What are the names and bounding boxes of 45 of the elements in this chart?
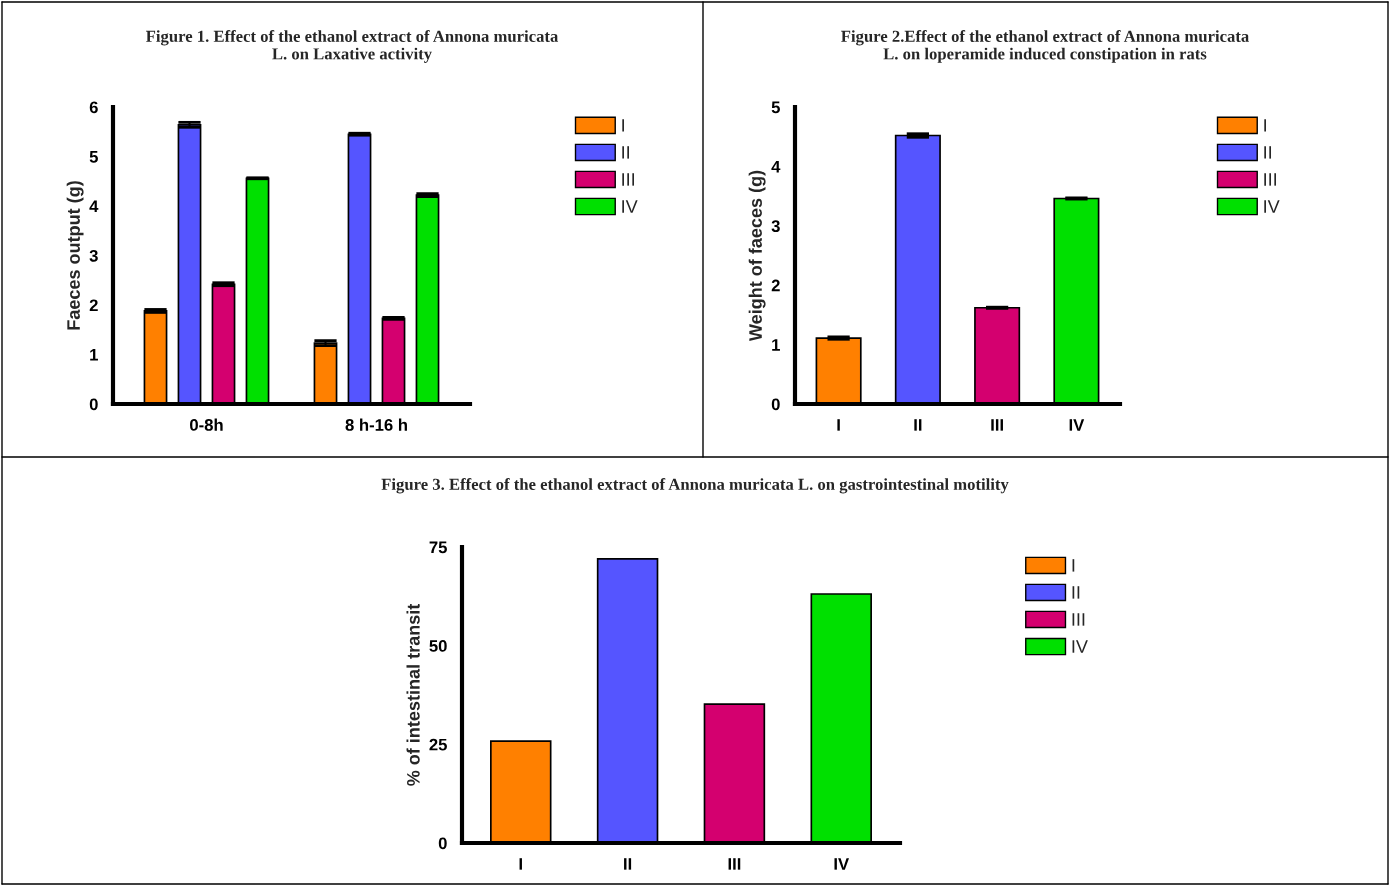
legend-label: I	[1072, 559, 1075, 572]
y-tick-label: 6	[89, 101, 98, 114]
chart-title: Figure 2.Effect of the ethanol extract of Annona muricata L. on loperamide induced constipation in rats	[841, 30, 1249, 63]
y-tick-label: 5	[771, 101, 780, 114]
y-tick-label: 4	[89, 200, 99, 213]
y-tick-label: 3	[89, 249, 98, 262]
x-tick-label: I	[519, 858, 522, 870]
legend-label: IV	[622, 200, 638, 213]
y-tick-label: 1	[772, 339, 780, 351]
y-tick-label: 3	[771, 220, 780, 233]
x-tick-label: 0-8h	[190, 418, 223, 431]
x-tick-label: 8 h-16 h	[345, 418, 407, 431]
y-tick-label: 2	[89, 299, 98, 312]
y-tick-label: 25	[429, 738, 447, 751]
y-tick-label: 0	[89, 398, 98, 411]
y-tick-label: 1	[90, 349, 98, 361]
x-tick-label: III	[991, 419, 1003, 431]
legend-label: III	[1072, 613, 1085, 626]
legend-label: IV	[1264, 200, 1280, 213]
y-tick-label: 0	[438, 837, 447, 850]
x-tick-label: IV	[834, 858, 849, 870]
y-tick-label: 2	[771, 279, 780, 292]
y-tick-label: 50	[429, 640, 447, 652]
y-tick-label: 75	[429, 541, 447, 554]
legend-label: III	[1264, 173, 1277, 186]
y-tick-label: 0	[771, 398, 780, 411]
legend-label: II	[1264, 146, 1272, 159]
chart-title: Figure 1. Effect of the ethanol extract of Annona muricata L. on Laxative activity	[145, 30, 559, 63]
chart-title: Figure 3. Effect of the ethanol extract of Annona muricata L. on gastrointestinal motility	[381, 478, 1009, 494]
x-tick-label: IV	[1069, 419, 1085, 431]
x-tick-label: I	[837, 419, 840, 431]
y-tick-label: 5	[89, 151, 98, 163]
y-axis-title: % of intestinal transit	[406, 603, 420, 786]
legend-label: I	[1264, 119, 1266, 132]
legend-label: II	[1072, 586, 1080, 599]
legend-label: III	[622, 173, 635, 186]
y-axis-title: Weight of faeces (g)	[748, 170, 766, 342]
x-tick-label: III	[728, 858, 741, 870]
x-tick-label: II	[914, 419, 922, 431]
y-axis-title: Faeces output (g)	[66, 181, 84, 330]
legend-label: I	[622, 119, 624, 132]
y-tick-label: 4	[771, 160, 781, 173]
legend-label: IV	[1072, 640, 1088, 653]
x-tick-label: II	[624, 858, 632, 870]
legend-label: II	[622, 146, 630, 159]
